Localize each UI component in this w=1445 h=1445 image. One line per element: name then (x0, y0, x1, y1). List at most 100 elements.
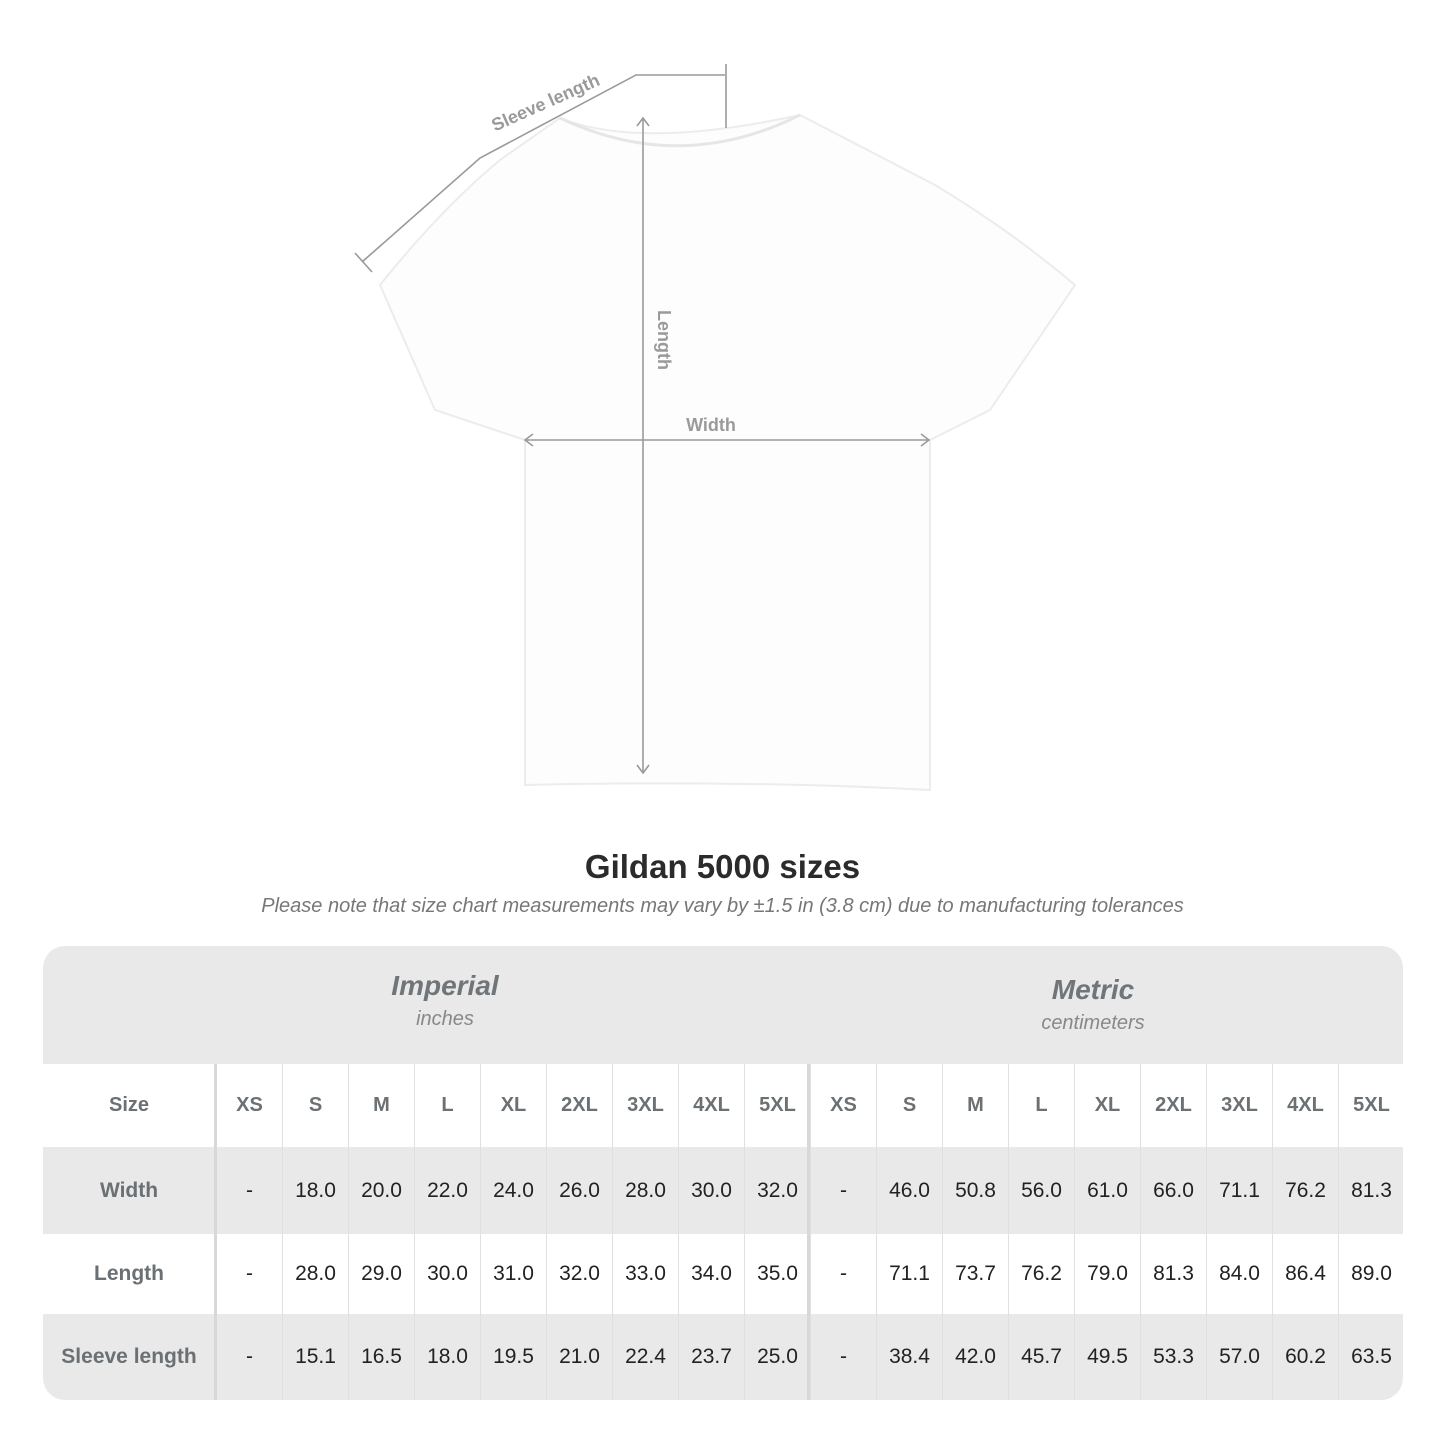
size-header-metric-5xl: 5XL (1338, 1064, 1403, 1147)
table-cell-metric: - (810, 1234, 876, 1314)
table-cell-imperial: 31.0 (480, 1234, 546, 1314)
table-cell-imperial: 30.0 (678, 1147, 744, 1234)
row-label: Width (99, 1178, 159, 1202)
metric-divider (807, 1064, 810, 1400)
length-label: Length (654, 310, 674, 370)
table-cell-imperial: 21.0 (546, 1314, 612, 1400)
table-cell-metric: - (810, 1147, 876, 1234)
metric-title: Metric (1051, 974, 1135, 1005)
size-header-imperial-2xl: 2XL (546, 1064, 612, 1147)
table-cell-metric: 81.3 (1338, 1147, 1403, 1234)
size-header-imperial-xs: XS (216, 1064, 282, 1147)
metric-header: Metric centimeters (863, 974, 1323, 1092)
table-cell-imperial: 19.5 (480, 1314, 546, 1400)
tolerance-note: Please note that size chart measurements… (261, 895, 1184, 917)
size-header-imperial-m: M (348, 1064, 414, 1147)
imperial-title: Imperial (391, 970, 499, 1001)
size-header-metric-xs: XS (810, 1064, 876, 1147)
size-header-metric-l: L (1008, 1064, 1074, 1147)
table-cell-imperial: 18.0 (282, 1147, 348, 1234)
width-arrow-left (523, 433, 534, 447)
imperial-header: Imperial inches (215, 970, 675, 1088)
table-cell-metric: 73.7 (942, 1234, 1008, 1314)
table-cell-metric: 56.0 (1008, 1147, 1074, 1234)
width-label: Width (686, 415, 736, 435)
size-header-imperial-xl: XL (480, 1064, 546, 1147)
size-header-imperial-4xl: 4XL (678, 1064, 744, 1147)
metric-unit: centimeters (1041, 1012, 1145, 1034)
table-cell-imperial: 15.1 (282, 1314, 348, 1400)
table-cell-imperial: 16.5 (348, 1314, 414, 1400)
table-cell-imperial: - (216, 1234, 282, 1314)
table-cell-imperial: 29.0 (348, 1234, 414, 1314)
table-cell-imperial: 20.0 (348, 1147, 414, 1234)
tshirt-shape (378, 113, 1077, 792)
table-cell-imperial: 32.0 (546, 1234, 612, 1314)
table-cell-metric: 57.0 (1206, 1314, 1272, 1400)
row-band-sleeve (43, 1314, 1403, 1400)
size-table: Imperial inches Metric centimeters Size X… (43, 946, 1403, 1400)
table-cell-metric: 71.1 (876, 1234, 942, 1314)
size-header-metric-m: M (942, 1064, 1008, 1147)
table-cell-metric: 89.0 (1338, 1234, 1403, 1314)
table-cell-imperial: 33.0 (612, 1234, 678, 1314)
table-cell-metric: 60.2 (1272, 1314, 1338, 1400)
sleeve-measure-line (361, 74, 725, 263)
table-cell-metric: 71.1 (1206, 1147, 1272, 1234)
table-cell-imperial: 35.0 (744, 1234, 810, 1314)
size-header-imperial-l: L (414, 1064, 480, 1147)
table-cell-metric: 53.3 (1140, 1314, 1206, 1400)
table-cell-metric: 42.0 (942, 1314, 1008, 1400)
row-label: Length (94, 1262, 164, 1285)
table-cell-metric: 50.8 (942, 1147, 1008, 1234)
imperial-unit: inches (416, 1008, 474, 1030)
table-cell-imperial: 18.0 (414, 1314, 480, 1400)
table-cell-metric: 66.0 (1140, 1147, 1206, 1234)
table-cell-metric: 63.5 (1338, 1314, 1403, 1400)
size-header-metric-xl: XL (1074, 1064, 1140, 1147)
table-cell-imperial: 32.0 (744, 1147, 810, 1234)
row-band-width (43, 1147, 1403, 1234)
size-header-metric-2xl: 2XL (1140, 1064, 1206, 1147)
table-cell-imperial: 22.4 (612, 1314, 678, 1400)
label-divider (214, 1064, 217, 1400)
table-cell-imperial: 23.7 (678, 1314, 744, 1400)
table-cell-metric: 61.0 (1074, 1147, 1140, 1234)
table-cell-metric: 45.7 (1008, 1314, 1074, 1400)
length-arrow-bottom (636, 764, 650, 775)
size-header-imperial-s: S (282, 1064, 348, 1147)
table-cell-imperial: 25.0 (744, 1314, 810, 1400)
table-cell-metric: 76.2 (1008, 1234, 1074, 1314)
tshirt-diagram: Sleeve length Length Width (354, 64, 1077, 792)
table-cell-imperial: 30.0 (414, 1234, 480, 1314)
size-header-label: Size (108, 1094, 150, 1116)
table-cell-metric: - (810, 1314, 876, 1400)
size-header-metric-4xl: 4XL (1272, 1064, 1338, 1147)
table-cell-metric: 49.5 (1074, 1314, 1140, 1400)
table-cell-imperial: 24.0 (480, 1147, 546, 1234)
width-arrow-right (920, 433, 931, 447)
table-cell-metric: 38.4 (876, 1314, 942, 1400)
table-cell-metric: 76.2 (1272, 1147, 1338, 1234)
table-cell-metric: 84.0 (1206, 1234, 1272, 1314)
table-cell-imperial: 28.0 (282, 1234, 348, 1314)
table-cell-imperial: 26.0 (546, 1147, 612, 1234)
size-header-metric-3xl: 3XL (1206, 1064, 1272, 1147)
sleeve-end-tick (354, 252, 373, 273)
table-cell-imperial: 34.0 (678, 1234, 744, 1314)
size-header-imperial-3xl: 3XL (612, 1064, 678, 1147)
table-cell-imperial: 22.0 (414, 1147, 480, 1234)
table-cell-metric: 46.0 (876, 1147, 942, 1234)
collar (559, 113, 801, 148)
size-header-imperial-5xl: 5XL (744, 1064, 810, 1147)
size-header-metric-s: S (876, 1064, 942, 1147)
row-label: Sleeve length (61, 1345, 197, 1368)
table-cell-imperial: - (216, 1147, 282, 1234)
table-cell-metric: 79.0 (1074, 1234, 1140, 1314)
table-cell-metric: 86.4 (1272, 1234, 1338, 1314)
header-band (43, 946, 1403, 1064)
length-arrow-top (636, 116, 650, 127)
chart-title: Gildan 5000 sizes (584, 848, 861, 885)
table-cell-imperial: - (216, 1314, 282, 1400)
table-cell-metric: 81.3 (1140, 1234, 1206, 1314)
